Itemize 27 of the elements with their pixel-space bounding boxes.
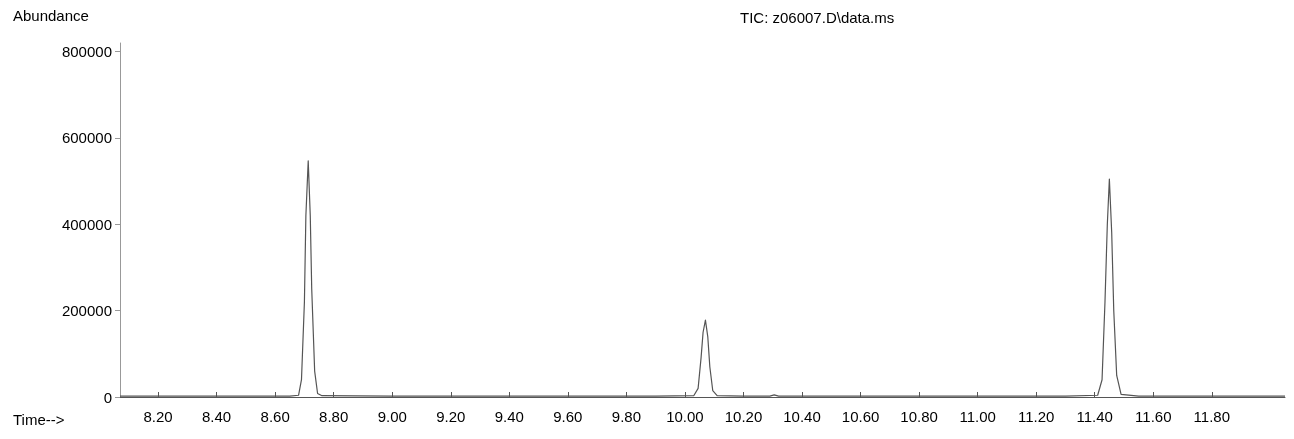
y-tick-label: 800000 — [61, 43, 112, 61]
x-tick-label: 10.80 — [900, 408, 938, 425]
x-tick-label: 9.80 — [611, 408, 641, 425]
chart-title: TIC: z06007.D\data.ms — [740, 9, 895, 26]
x-tick-label: 11.80 — [1193, 408, 1231, 425]
x-tick-label: 11.40 — [1076, 408, 1113, 425]
x-tick-label: 9.40 — [494, 408, 524, 425]
x-tick-label: 10.40 — [783, 408, 821, 425]
x-axis-title: Time--> — [13, 411, 65, 428]
x-tick-label: 10.20 — [724, 408, 763, 425]
x-tick-label: 10.60 — [841, 408, 880, 425]
y-tick-label: 600000 — [61, 129, 112, 147]
y-tick-label: 400000 — [61, 215, 112, 233]
x-tick-label: 9.20 — [436, 408, 466, 425]
x-tick-label: 8.80 — [319, 408, 349, 425]
x-tick-label: 11.60 — [1135, 408, 1172, 425]
y-axis-title: Abundance — [13, 7, 89, 24]
y-tick-label: 200000 — [61, 302, 112, 320]
x-tick-label: 9.60 — [553, 408, 583, 425]
x-tick-label: 8.40 — [201, 408, 232, 425]
x-tick-label: 10.00 — [666, 408, 704, 425]
x-tick-label: 11.00 — [959, 408, 996, 425]
x-tick-label: 8.60 — [260, 408, 290, 425]
x-tick-label: 8.20 — [143, 408, 173, 425]
x-tick-label: 11.20 — [1017, 408, 1055, 425]
x-tick-label: 9.00 — [377, 408, 407, 425]
y-tick-label: 0 — [103, 388, 112, 406]
